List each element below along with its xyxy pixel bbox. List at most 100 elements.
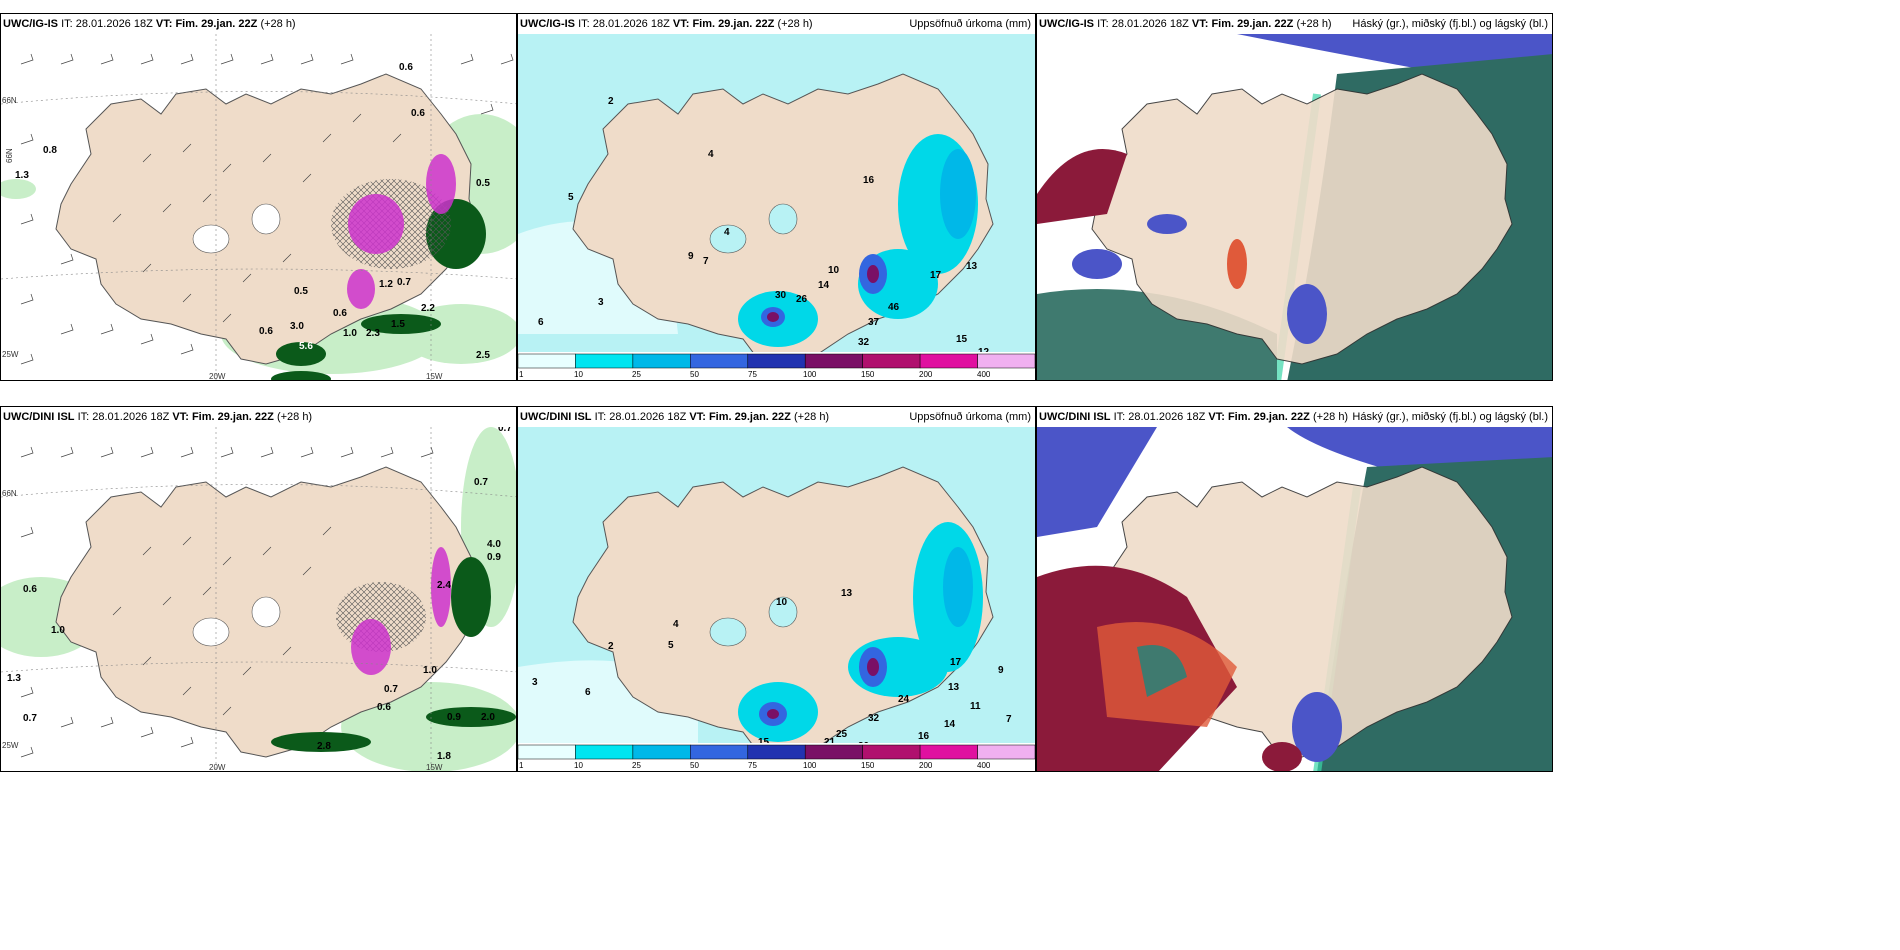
- precip-value: 21: [824, 737, 835, 748]
- precip-value: 10: [776, 597, 788, 608]
- colorbar-swatch: [747, 744, 806, 760]
- precip-value: 0.6: [23, 584, 37, 595]
- precip-value: 1.0: [423, 665, 437, 676]
- colorbar-swatches: [518, 353, 1035, 369]
- colorbar-tick: 150: [861, 761, 875, 770]
- accumulated-precip-panel-row1: UWC/IG-IS IT: 28.01.2026 18Z VT: Fim. 29…: [517, 13, 1036, 381]
- wind-precip-map: [1, 427, 516, 771]
- colorbar-swatch: [862, 744, 921, 760]
- precip-value: 0.8: [43, 145, 57, 156]
- precip-value: 2.0: [481, 712, 495, 723]
- precip-value: 0.5: [294, 286, 308, 297]
- precip-value: 5: [668, 640, 674, 651]
- panel-header: UWC/DINI ISL IT: 28.01.2026 18Z VT: Fim.…: [518, 407, 1035, 427]
- precip-value: 1.3: [15, 170, 29, 181]
- precip-value: 1.0: [51, 625, 65, 636]
- precip-value: 0.6: [411, 108, 425, 119]
- precip-colorbar: 1 10 25 50 75 100 150 200 400: [518, 743, 1035, 771]
- precip-value: 13: [948, 682, 960, 693]
- precip-value: 0.7: [384, 684, 398, 695]
- lon-label-20w: 20W: [209, 763, 226, 772]
- precip-value: 14: [944, 719, 956, 730]
- colorbar-swatch: [632, 353, 691, 369]
- precip-value: 13: [966, 261, 978, 272]
- precip-value: 2: [608, 641, 614, 652]
- precip-value: 3: [532, 677, 538, 688]
- precip-value: 13: [841, 588, 853, 599]
- precip-value: 9: [688, 251, 694, 262]
- colorbar-swatch: [690, 353, 748, 369]
- colorbar-swatch: [919, 353, 978, 369]
- precip-value: 4.0: [487, 539, 501, 550]
- colorbar-tick: 50: [690, 370, 699, 379]
- precip-value: 14: [818, 280, 830, 291]
- colorbar-tick: 50: [690, 761, 699, 770]
- precip-value: 0.7: [397, 277, 411, 288]
- precip-value: 16: [863, 175, 875, 186]
- colorbar-tick: 1: [519, 370, 524, 379]
- colorbar-tick: 10: [574, 761, 583, 770]
- precip-value: 5.6: [299, 341, 313, 352]
- colorbar-swatch: [862, 353, 921, 369]
- lon-label-15w: 15W: [426, 763, 443, 772]
- colorbar-swatches: [518, 744, 1035, 760]
- precip-value: 25: [836, 729, 848, 740]
- precip-value: 0.6: [259, 326, 273, 337]
- wind-precip-panel-row2: UWC/DINI ISL IT: 28.01.2026 18Z VT: Fim.…: [0, 406, 517, 772]
- precip-value: 0.5: [476, 178, 490, 189]
- cloud-cover-map: [1037, 34, 1552, 380]
- colorbar-swatch: [747, 353, 806, 369]
- precip-value: 2: [608, 96, 614, 107]
- precip-value: 1.5: [391, 319, 405, 330]
- colorbar-swatch: [804, 353, 863, 369]
- precip-value: 2.8: [317, 741, 331, 752]
- precip-value: 32: [868, 713, 880, 724]
- precip-value: 46: [888, 302, 900, 313]
- panel-header: UWC/DINI ISL IT: 28.01.2026 18Z VT: Fim.…: [1037, 407, 1552, 427]
- precip-value: 0.7: [23, 713, 37, 724]
- colorbar-tick: 75: [748, 761, 757, 770]
- panel-header: UWC/DINI ISL IT: 28.01.2026 18Z VT: Fim.…: [1, 407, 516, 427]
- precip-value: 1.2: [379, 279, 393, 290]
- colorbar-swatch: [518, 353, 576, 369]
- colorbar-swatch: [632, 744, 691, 760]
- precip-value: 7: [1006, 714, 1012, 725]
- wind-precip-panel-row1: UWC/IG-IS IT: 28.01.2026 18Z VT: Fim. 29…: [0, 13, 517, 381]
- colorbar-tick: 100: [803, 761, 817, 770]
- precip-value: 16: [918, 731, 930, 742]
- cloud-cover-map: [1037, 427, 1552, 771]
- precip-value: 6: [585, 687, 591, 698]
- lat-label: 66N: [5, 148, 14, 163]
- precip-value: 37: [868, 317, 880, 328]
- colorbar-swatch: [518, 744, 576, 760]
- accumulated-precip-panel-row2: UWC/DINI ISL IT: 28.01.2026 18Z VT: Fim.…: [517, 406, 1036, 772]
- colorbar-tick: 25: [632, 761, 641, 770]
- precip-value: 3: [598, 297, 604, 308]
- precip-value: 26: [796, 294, 808, 305]
- lon-label-15w: 15W: [426, 372, 443, 381]
- lon-label-25w: 25W: [2, 741, 19, 750]
- precip-value: 0.7: [474, 477, 488, 488]
- precip-value: 5: [568, 192, 574, 203]
- colorbar-tick: 1: [519, 761, 524, 770]
- colorbar-tick: 75: [748, 370, 757, 379]
- precip-value: 7: [703, 256, 709, 267]
- precip-value: 6: [538, 317, 544, 328]
- precip-value: 0.7: [498, 423, 512, 434]
- precip-value: 3.0: [290, 321, 304, 332]
- precip-value: 0.6: [399, 62, 413, 73]
- colorbar-swatch: [575, 353, 634, 369]
- precip-value: 17: [950, 657, 962, 668]
- precip-value: 1.8: [437, 751, 451, 762]
- precip-value: 2.4: [437, 580, 451, 591]
- colorbar-tick: 150: [861, 370, 875, 379]
- lat-label-66n: 66N: [2, 96, 17, 105]
- lat-label-66n: 66N: [2, 489, 17, 498]
- colorbar-tick: 200: [919, 761, 933, 770]
- colorbar-tick: 25: [632, 370, 641, 379]
- colorbar-swatch: [804, 744, 863, 760]
- precip-value: 17: [930, 270, 942, 281]
- colorbar-tick: 200: [919, 370, 933, 379]
- colorbar-swatch: [919, 744, 978, 760]
- precip-value: 0.9: [487, 552, 501, 563]
